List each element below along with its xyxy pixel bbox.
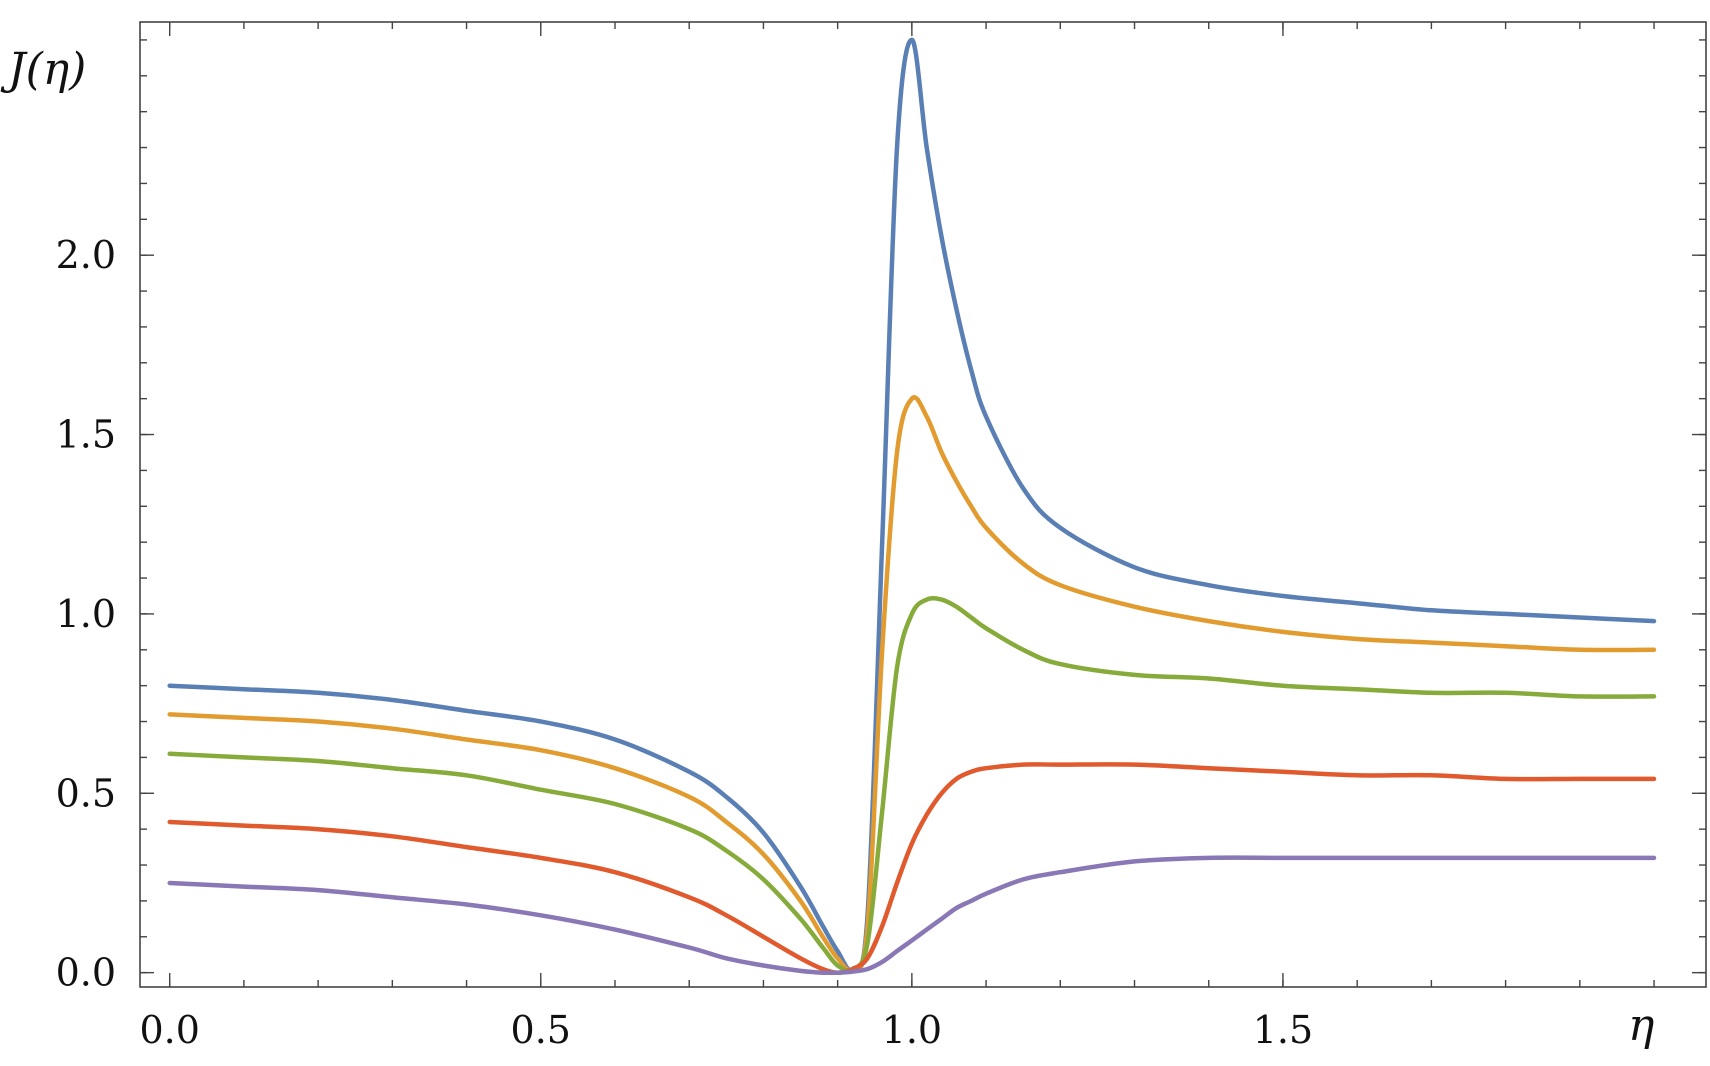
minor-ticks [140, 22, 1706, 987]
series-line-5 [167, 855, 1657, 976]
plot-frame [139, 21, 1707, 988]
series-line-3 [167, 595, 1657, 973]
y-axis-label: J(η) [0, 44, 86, 95]
x-tick-label: 1.0 [882, 1008, 942, 1052]
x-axis-ticks: 0.0 0.5 1.0 1.5 [139, 22, 1313, 1052]
y-tick-label: 1.0 [56, 592, 116, 636]
x-axis-label: η [1628, 1000, 1654, 1051]
y-tick-label: 2.0 [56, 233, 116, 277]
series-line-4 [167, 762, 1657, 975]
y-tick-label: 1.5 [56, 413, 116, 457]
x-tick-label: 0.5 [511, 1008, 571, 1052]
x-tick-label: 0.0 [139, 1008, 199, 1052]
x-tick-label: 1.5 [1253, 1008, 1313, 1052]
series-group [167, 37, 1657, 976]
y-tick-label: 0.0 [56, 951, 116, 995]
series-line-1 [167, 37, 1657, 973]
y-axis-ticks: 0.0 0.5 1.0 1.5 2.0 [56, 233, 1706, 995]
series-line-2 [167, 395, 1657, 973]
y-tick-label: 0.5 [56, 771, 116, 815]
